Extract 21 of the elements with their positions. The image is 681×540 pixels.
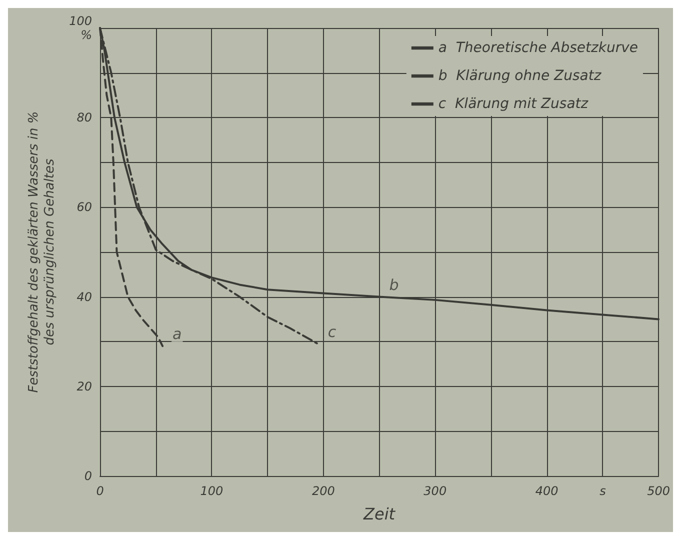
legend-label: b Klärung ohne Zusatz [438,68,602,84]
annotation: a [172,325,182,344]
x-tick-label: s [600,484,606,498]
x-tick-label: 500 [647,484,670,498]
y-tick-label: 0 [84,469,92,483]
x-axis-title: Zeit [362,504,396,524]
x-tick-label: 200 [312,484,336,498]
y-tick-label: 100 % [69,14,92,42]
legend-label: a Theoretische Absetzkurve [438,40,638,56]
y-tick-label: 60 [76,200,92,214]
y-tick-label: 80 [76,110,92,125]
annotation: c [328,322,337,341]
x-tick-label: 100 [200,484,224,498]
x-tick-label: 0 [96,484,104,498]
x-tick-label: 400 [535,484,559,498]
x-tick-label: 300 [424,484,447,498]
annotation: b [389,276,399,294]
y-tick-label: 20 [76,379,92,394]
y-axis-title: Feststoffgehalt des geklärten Wassers in % des ursprünglichen Gehaltes [26,111,58,393]
y-tick-label: 40 [76,290,92,304]
legend-label: c Klärung mit Zusatz [438,96,589,112]
